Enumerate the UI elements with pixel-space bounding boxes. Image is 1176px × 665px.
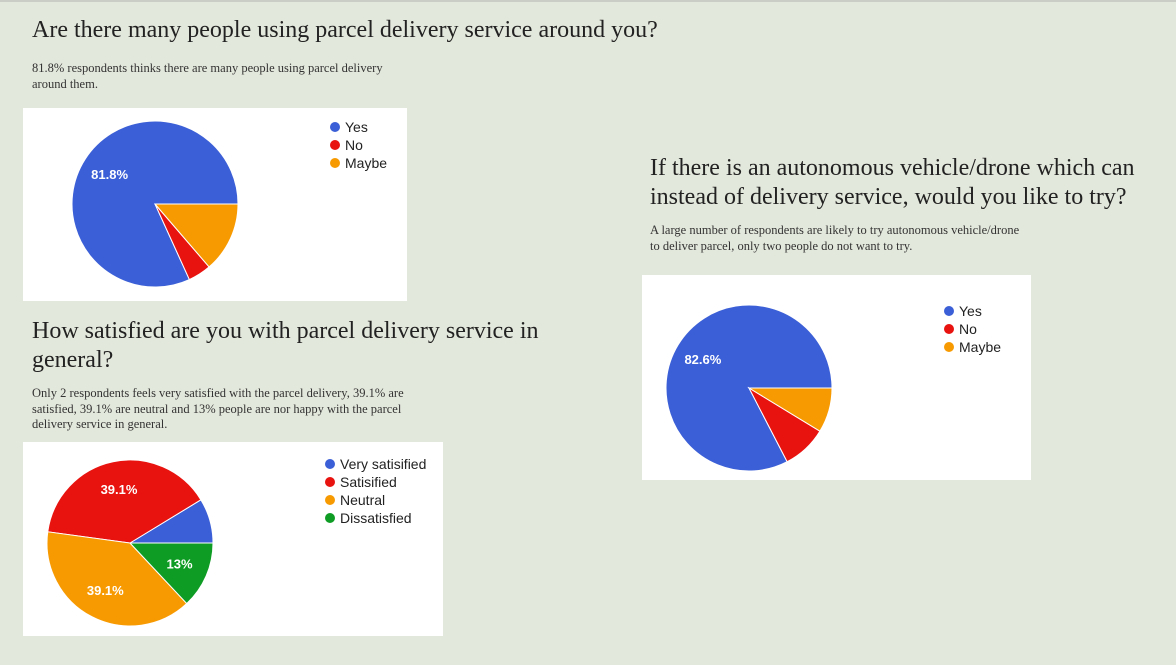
section-1-heading: Are there many people using parcel deliv… — [32, 17, 658, 43]
section-2-heading: How satisfied are you with parcel delive… — [32, 317, 538, 375]
chart-3-legend: Yes No Maybe — [944, 302, 1001, 356]
legend-item-maybe: Maybe — [330, 154, 387, 172]
pie-slice-dissatisfied — [128, 542, 214, 605]
description-line: satisfied, 39.1% are neutral and 13% peo… — [32, 401, 402, 416]
pie-slice-yes — [665, 304, 833, 472]
chart-2-legend: Very satisified Satisified Neutral Dissatis… — [325, 455, 426, 527]
heading-line: general? — [32, 347, 114, 373]
description-line: around them. — [32, 76, 98, 91]
legend-dot-icon — [325, 495, 335, 505]
legend-label: Maybe — [959, 339, 1002, 355]
legend-dot-icon — [944, 342, 954, 352]
legend-dot-icon — [330, 140, 340, 150]
legend-dot-icon — [325, 513, 335, 523]
legend-label: No — [345, 137, 363, 153]
description-line: 81.8% respondents thinks there are many … — [32, 61, 383, 75]
legend-dot-icon — [944, 306, 954, 316]
legend-label: Yes — [345, 119, 368, 135]
legend-item-dissatisfied: Dissatisfied — [325, 509, 426, 527]
pie-slice-neutral — [46, 531, 188, 627]
legend-dot-icon — [330, 122, 340, 132]
pie-chart-3: 82.6% — [665, 304, 833, 472]
section-3-description: A large number of respondents are likely… — [650, 223, 1019, 254]
slice-label-yes: 81.8% — [91, 167, 128, 182]
description-line: Only 2 respondents feels very satisfied … — [32, 386, 404, 400]
legend-item-neutral: Neutral — [325, 491, 426, 509]
slice-label-dissatisfied: 13% — [166, 556, 192, 571]
legend-label: Dissatisfied — [340, 510, 412, 526]
legend-label: Very satisified — [340, 456, 427, 472]
top-border — [0, 0, 1176, 2]
legend-item-no: No — [944, 320, 1001, 338]
legend-item-no: No — [330, 136, 387, 154]
slice-label-neutral: 39.1% — [87, 583, 124, 598]
legend-dot-icon — [325, 477, 335, 487]
pie-chart-1: 81.8% — [71, 120, 239, 288]
chart-card-3: 82.6% Yes No Maybe — [642, 275, 1031, 480]
legend-label: Neutral — [340, 492, 386, 508]
section-3-heading: If there is an autonomous vehicle/drone … — [650, 154, 1135, 212]
legend-dot-icon — [325, 459, 335, 469]
legend-item-maybe: Maybe — [944, 338, 1001, 356]
slice-label-satisified: 39.1% — [101, 482, 138, 497]
legend-item-satisified: Satisified — [325, 473, 426, 491]
legend-label: No — [959, 321, 977, 337]
legend-label: Satisified — [340, 474, 397, 490]
pie-slice-maybe — [747, 387, 833, 432]
legend-dot-icon — [330, 158, 340, 168]
chart-card-1: 81.8% Yes No Maybe — [23, 108, 407, 301]
description-line: to deliver parcel, only two people do no… — [650, 238, 913, 253]
legend-label: Yes — [959, 303, 982, 319]
legend-item-very-satisified: Very satisified — [325, 455, 426, 473]
description-line: delivery service in general. — [32, 417, 168, 431]
heading-line: If there is an autonomous vehicle/drone … — [650, 155, 1135, 181]
chart-card-2: 39.1% 39.1% 13% Very satisified Satisified N… — [23, 442, 443, 636]
description-line: A large number of respondents are likely… — [650, 223, 1020, 237]
heading-line: How satisfied are you with parcel delive… — [32, 318, 539, 344]
heading-line: instead of delivery service, would you l… — [650, 184, 1127, 210]
pie-chart-2: 39.1% 39.1% 13% — [46, 459, 214, 627]
section-1-description: 81.8% respondents thinks there are many … — [32, 61, 383, 92]
legend-label: Maybe — [345, 155, 388, 171]
pie-slice-maybe — [153, 203, 239, 268]
pie-slice-satisified — [47, 459, 202, 544]
section-2-description: Only 2 respondents feels very satisfied … — [32, 386, 404, 433]
legend-item-yes: Yes — [944, 302, 1001, 320]
legend-dot-icon — [944, 324, 954, 334]
legend-item-yes: Yes — [330, 118, 387, 136]
slice-label-yes: 82.6% — [684, 352, 721, 367]
chart-1-legend: Yes No Maybe — [330, 118, 387, 172]
